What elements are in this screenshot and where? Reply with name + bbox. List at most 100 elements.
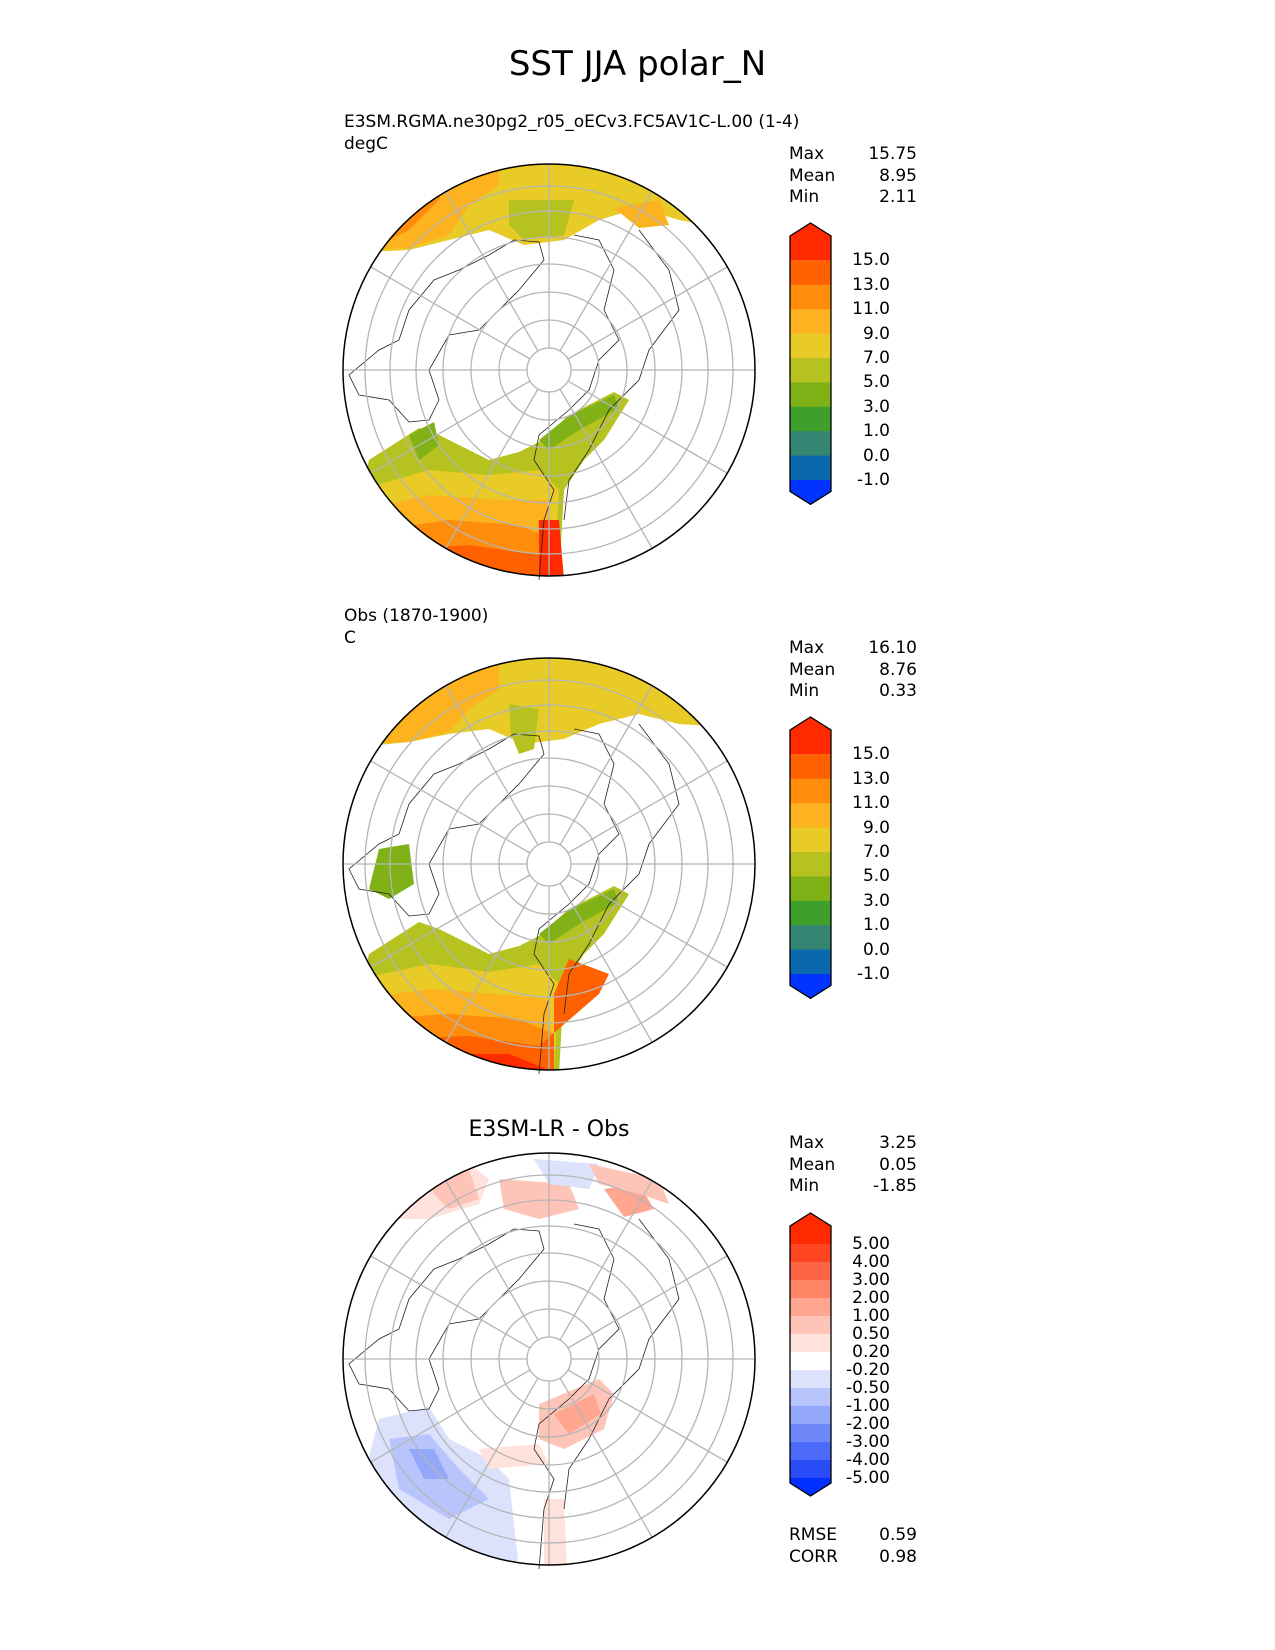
panel2-units: C xyxy=(344,628,356,648)
panel3-difference-map xyxy=(342,1152,756,1569)
colorbar-tick-label: 4.00 xyxy=(852,1252,890,1272)
stat-label: Mean xyxy=(789,1154,836,1175)
stat-label: Min xyxy=(789,681,820,701)
map-boundary xyxy=(342,657,756,1071)
colorbar-tick-label: 3.0 xyxy=(862,890,890,911)
colorbar-outline xyxy=(789,1212,832,1497)
colorbar-band xyxy=(790,852,831,877)
colorbar-graphic xyxy=(789,222,832,506)
colorbar-tick-label: 15.0 xyxy=(852,744,890,765)
stat-value: 0.05 xyxy=(879,1154,917,1175)
colorbar-tick-label: 11.0 xyxy=(852,793,890,814)
colorbar-graphic xyxy=(789,716,832,1000)
metric-label: CORR xyxy=(789,1546,838,1567)
colorbar-tick-label: 2.00 xyxy=(852,1288,890,1308)
colorbar-band xyxy=(790,1298,831,1317)
colorbar-tick-label: -4.00 xyxy=(846,1450,890,1470)
colorbar-tick-label: 9.0 xyxy=(862,323,890,344)
stat-value: 16.10 xyxy=(868,638,917,658)
colorbar-band xyxy=(790,1262,831,1281)
panel2-stats: Max 16.10 Mean 8.76 Min 0.33 xyxy=(789,638,917,703)
colorbar-band xyxy=(790,1280,831,1299)
panel1-units: degC xyxy=(344,134,388,154)
colorbar-tick-label: -5.00 xyxy=(846,1468,890,1488)
colorbar-band xyxy=(790,1388,831,1407)
colorbar-graphic xyxy=(789,1212,832,1497)
stat-label: Max xyxy=(789,144,825,164)
colorbar-tick-label: 1.00 xyxy=(852,1306,890,1326)
metric-value: 0.59 xyxy=(879,1525,917,1545)
panel3-stats: Max 3.25 Mean 0.05 Min -1.85 xyxy=(789,1133,917,1198)
colorbar-tick-label: 9.0 xyxy=(862,817,890,838)
colorbar-tick-label: 5.00 xyxy=(852,1234,890,1254)
stat-label: Max xyxy=(789,638,825,658)
colorbar-tick-label: 0.0 xyxy=(862,939,890,960)
stat-value: 2.11 xyxy=(879,187,917,207)
panel1-model-name: E3SM.RGMA.ne30pg2_r05_oECv3.FC5AV1C-L.00… xyxy=(344,112,800,132)
colorbar-tick-label: -0.50 xyxy=(846,1378,890,1398)
colorbar-band xyxy=(790,827,831,853)
colorbar-band xyxy=(790,1334,831,1353)
colorbar-band xyxy=(790,1460,831,1479)
colorbar-band xyxy=(790,1424,831,1443)
stat-label: Max xyxy=(789,1133,825,1153)
colorbar-band xyxy=(790,284,831,310)
stat-value: 8.76 xyxy=(879,659,917,680)
graticule xyxy=(343,164,755,576)
colorbar-band xyxy=(790,358,831,383)
colorbar-tick-label: 0.0 xyxy=(862,445,890,466)
colorbar-tick-label: -0.20 xyxy=(846,1360,890,1380)
colorbar-tick-label: -1.00 xyxy=(846,1396,890,1416)
colorbar-band xyxy=(790,1352,831,1371)
colorbar-tick-label: 0.20 xyxy=(852,1342,890,1362)
colorbar-outline xyxy=(789,222,832,506)
colorbar-tick-label: 7.0 xyxy=(862,348,890,368)
colorbar-tick-label: 5.0 xyxy=(862,866,890,887)
panel2-polar-map xyxy=(342,657,756,1074)
stat-label: Mean xyxy=(789,659,836,680)
panel1-subtitle: E3SM.RGMA.ne30pg2_r05_oECv3.FC5AV1C-L.00… xyxy=(344,111,799,155)
colorbar-tick-label: 15.0 xyxy=(852,250,890,271)
panel3-title: E3SM-LR - Obs xyxy=(468,1117,630,1142)
metric-label: RMSE xyxy=(789,1525,838,1545)
stat-label: Min xyxy=(789,1176,820,1196)
colorbar-tick-label: 0.50 xyxy=(852,1324,890,1344)
colorbar-extend-min xyxy=(790,1478,831,1496)
colorbar-extend-min xyxy=(790,974,831,999)
colorbar-band xyxy=(790,455,831,481)
colorbar-band xyxy=(790,925,831,951)
colorbar-band xyxy=(790,876,831,902)
colorbar-band xyxy=(790,406,831,432)
colorbar-tick-label: 5.0 xyxy=(862,372,890,393)
stat-value: -1.85 xyxy=(873,1176,917,1196)
colorbar-tick-label: 13.0 xyxy=(852,274,890,295)
colorbar-extend-max xyxy=(790,1213,831,1244)
colorbar-extend-min xyxy=(790,480,831,505)
stat-value: 15.75 xyxy=(868,144,917,164)
colorbar-tick-label: -3.00 xyxy=(846,1432,890,1452)
colorbar-tick-label: -1.0 xyxy=(856,470,890,490)
panel1-polar-map xyxy=(342,163,756,580)
colorbar-tick-label: 3.0 xyxy=(862,396,890,417)
panel1-colorbar: 15.0 13.0 11.0 9.0 7.0 5.0 3.0 1.0 0.0 -1.0 xyxy=(780,0,920,560)
panel2-colorbar: 15.0 13.0 11.0 9.0 7.0 5.0 3.0 1.0 0.0 -1.0 xyxy=(780,0,920,1060)
colorbar-band xyxy=(790,778,831,804)
colorbar-tick-label: 7.0 xyxy=(862,842,890,862)
colorbar-band xyxy=(790,1316,831,1335)
colorbar-band xyxy=(790,949,831,975)
graticule xyxy=(343,1153,755,1565)
colorbar-band xyxy=(790,333,831,359)
colorbar-extend-max xyxy=(790,717,831,755)
figure-title: SST JJA polar_N xyxy=(508,44,767,84)
colorbar-extend-max xyxy=(790,223,831,261)
colorbar-tick-label: 13.0 xyxy=(852,768,890,789)
colorbar-band xyxy=(790,1370,831,1389)
colorbar-band xyxy=(790,382,831,408)
stat-value: 0.33 xyxy=(879,681,917,701)
colorbar-tick-label: 11.0 xyxy=(852,299,890,320)
colorbar-band xyxy=(790,1406,831,1425)
colorbar-band xyxy=(790,803,831,829)
panel3-metrics: RMSE 0.59 CORR 0.98 xyxy=(789,1525,917,1568)
map-boundary xyxy=(342,163,756,577)
colorbar-tick-label: 1.0 xyxy=(862,915,890,936)
